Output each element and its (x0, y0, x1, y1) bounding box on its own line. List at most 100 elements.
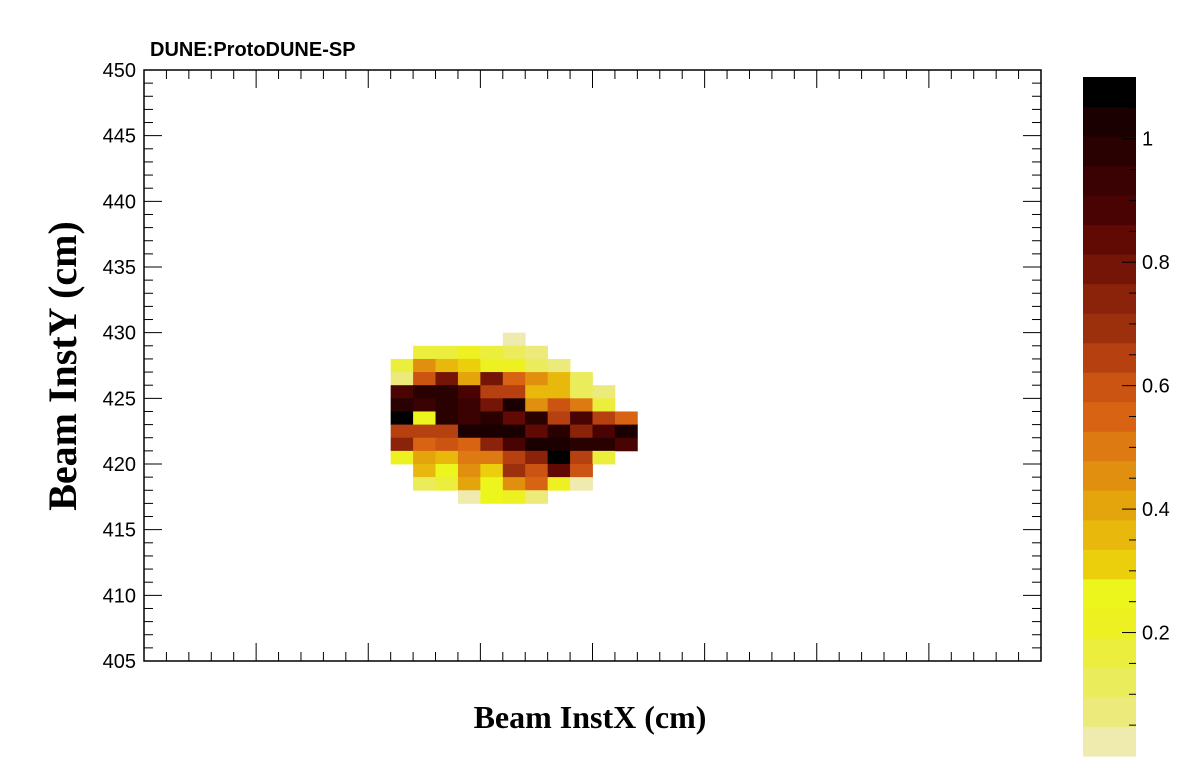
heatmap-cell (457, 437, 481, 452)
heatmap-cell (435, 464, 459, 478)
heatmap-cell (457, 490, 481, 504)
heatmap-cell (480, 411, 504, 425)
heatmap-cell (525, 437, 549, 452)
color-scale-step (1083, 77, 1136, 108)
heatmap-cell (525, 490, 549, 504)
heatmap-cell (480, 424, 504, 439)
y-tick-label: 420 (103, 454, 136, 476)
heatmap-cell (390, 437, 414, 452)
heatmap-cell (413, 398, 436, 412)
heatmap-cell (457, 477, 481, 491)
color-scale-step (1083, 490, 1136, 521)
color-scale-step (1083, 136, 1136, 167)
heatmap-cell (390, 450, 414, 465)
color-scale-step (1083, 165, 1136, 196)
heatmap-cell (547, 358, 571, 373)
heatmap-cell (480, 358, 504, 373)
heatmap-cell (480, 345, 504, 360)
heatmap-cell (547, 464, 571, 478)
heatmap-cell (502, 385, 526, 399)
color-scale-step (1083, 726, 1136, 757)
heatmap-cell (480, 490, 504, 504)
color-scale-step (1083, 283, 1136, 314)
heatmap-cell (435, 398, 459, 412)
color-scale-step (1083, 195, 1136, 226)
color-scale-step (1083, 667, 1136, 698)
heatmap-cell (525, 345, 549, 360)
heatmap-cell (480, 372, 504, 386)
heatmap-cell (390, 358, 414, 373)
heatmap-cell (390, 424, 414, 439)
heatmap-cell (502, 398, 526, 412)
y-tick-label: 410 (103, 585, 136, 607)
heatmap-cell (592, 398, 616, 412)
heatmap-cell (457, 464, 481, 478)
heatmap-cell (390, 398, 414, 412)
heatmap-cell (435, 437, 459, 452)
color-scale-label: 0.2 (1142, 623, 1170, 645)
color-scale-step (1083, 401, 1136, 432)
heatmap-cell (502, 450, 526, 465)
heatmap-cell (390, 372, 414, 386)
y-tick-label: 445 (103, 126, 136, 148)
heatmap-cell (570, 437, 593, 452)
color-scale-step (1083, 342, 1136, 373)
heatmap-cell (547, 385, 571, 399)
heatmap-cell (435, 424, 459, 439)
y-tick-label: 415 (103, 520, 136, 542)
heatmap-cell (435, 411, 459, 425)
y-axis-title: Beam InstY (cm) (40, 221, 85, 511)
heatmap-cell (457, 372, 481, 386)
heatmap-cell (525, 464, 549, 478)
heatmap-cell (480, 450, 504, 465)
y-tick-labels: 405 410 415 420 425 430 435 440 445 450 (103, 60, 136, 673)
heatmap-cell (547, 424, 571, 439)
heatmap-cell (435, 358, 459, 373)
heatmap-cell (525, 385, 549, 399)
heatmap-cell (502, 345, 526, 360)
color-scale-label: 1 (1142, 129, 1153, 151)
heatmap-cell (435, 372, 459, 386)
heatmap-cell (502, 358, 526, 373)
heatmap-cell (502, 424, 526, 439)
heatmap-cell (390, 411, 414, 425)
heatmap-cell (570, 411, 593, 425)
y-tick-label: 430 (103, 323, 136, 345)
y-tick-label: 435 (103, 257, 136, 279)
heatmap-cell (570, 477, 593, 491)
color-scale-step (1083, 431, 1136, 462)
color-scale-labels: 0.2 0.4 0.6 0.8 1 (1142, 129, 1170, 645)
heatmap-cell (592, 450, 616, 465)
heatmap-cell (435, 385, 459, 399)
heatmap-cell (502, 411, 526, 425)
heatmap-cell (413, 345, 436, 360)
heatmap-cell (547, 450, 571, 465)
color-scale-label: 0.4 (1142, 499, 1170, 521)
heatmap-cell (592, 411, 616, 425)
heatmap-cell (457, 424, 481, 439)
heatmap-cell (525, 477, 549, 491)
heatmap-cell (570, 464, 593, 478)
heatmap-cell (413, 450, 436, 465)
heatmap-cell (502, 372, 526, 386)
heatmap-cell (457, 358, 481, 373)
color-scale-step (1083, 519, 1136, 550)
heatmap-cell (547, 437, 571, 452)
heatmap-cell (592, 385, 616, 399)
heatmap-cell (525, 372, 549, 386)
heatmap-cell (390, 385, 414, 399)
heatmap-cell (413, 464, 436, 478)
heatmap-cell (413, 385, 436, 399)
y-tick-label: 425 (103, 388, 136, 410)
color-scale-step (1083, 578, 1136, 609)
heatmap-cell (502, 332, 526, 347)
heatmap-cell (614, 411, 638, 425)
color-scale-step (1083, 106, 1136, 137)
color-scale-step (1083, 608, 1136, 639)
heatmap-cell (570, 398, 593, 412)
heatmap-cell (614, 437, 638, 452)
chart-title: DUNE:ProtoDUNE-SP (150, 39, 356, 61)
heatmap-cell (413, 358, 436, 373)
heatmap-cell (502, 477, 526, 491)
